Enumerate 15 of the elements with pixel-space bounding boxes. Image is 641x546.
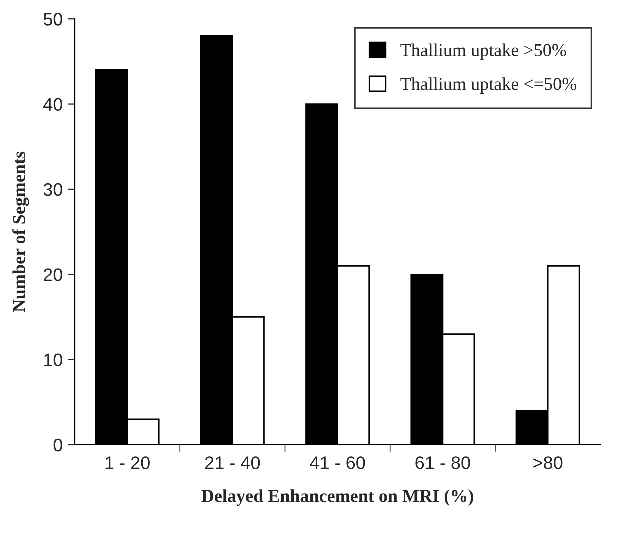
y-tick-label: 50	[44, 13, 62, 26]
y-tick-label: 10	[44, 354, 62, 367]
y-tick-label: 20	[44, 268, 62, 282]
y-tick-label: 0	[54, 438, 62, 452]
x-axis-title: Delayed Enhancement on MRI (%)	[202, 490, 474, 506]
x-tick-label: 61 - 80	[416, 456, 470, 470]
legend-label: Thallium uptake <=50%	[400, 78, 577, 94]
legend-label: Thallium uptake >50%	[400, 44, 566, 60]
x-tick-label: 21 - 40	[205, 456, 260, 470]
y-tick-label: 40	[44, 98, 62, 112]
x-tick-label: 1 - 20	[106, 456, 150, 470]
x-tick-label: 41 - 60	[310, 456, 366, 470]
y-axis-title: Number of Segments	[12, 152, 30, 312]
x-tick-label: >80	[534, 456, 563, 470]
y-tick-label: 30	[44, 183, 62, 196]
